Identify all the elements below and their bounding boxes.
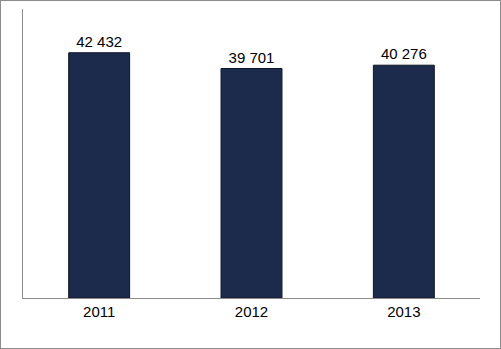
svg-text:40 276: 40 276 — [381, 45, 427, 62]
svg-text:2011: 2011 — [83, 303, 115, 320]
svg-text:2012: 2012 — [235, 303, 268, 320]
svg-text:2013: 2013 — [387, 303, 420, 320]
svg-text:39 701: 39 701 — [229, 49, 275, 66]
svg-text:42 432: 42 432 — [76, 33, 122, 50]
